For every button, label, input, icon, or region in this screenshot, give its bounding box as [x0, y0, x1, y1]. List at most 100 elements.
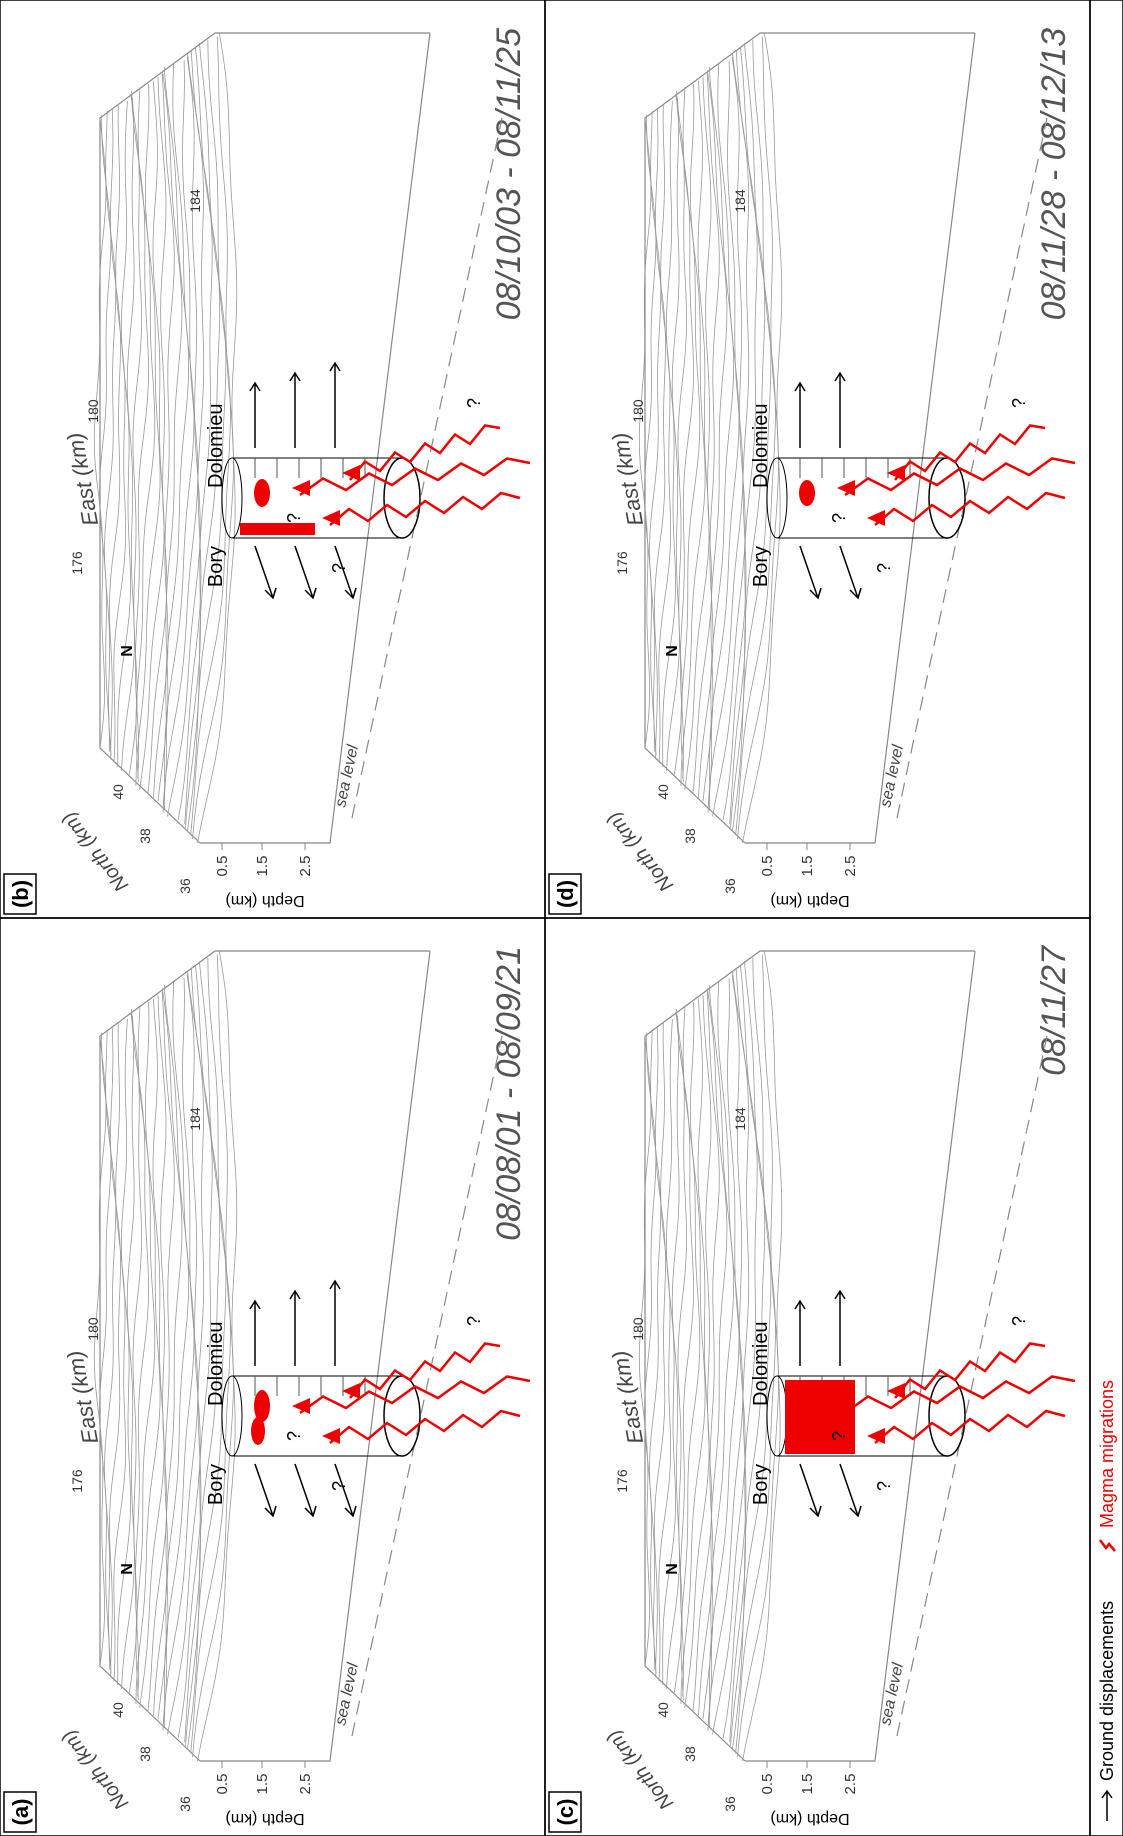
north-tick-label: 36 — [177, 1796, 193, 1812]
contour — [178, 971, 204, 1738]
contour — [677, 1009, 694, 1697]
displacement-arrow — [250, 383, 260, 448]
depth-tick-label: 0.5 — [759, 1774, 776, 1795]
contour — [693, 77, 712, 793]
question-mark: ? — [1009, 398, 1029, 408]
depth-tick-label: 1.5 — [254, 856, 271, 877]
panel-label: (b) — [8, 880, 33, 908]
contour — [132, 1009, 149, 1697]
east-tick-label: 176 — [614, 551, 630, 575]
question-mark: ? — [829, 513, 849, 523]
east-tick-label: 180 — [630, 1317, 646, 1341]
depth-axis-label: Depth (km) — [770, 1810, 849, 1827]
place-bory: Bory — [750, 546, 772, 587]
contour — [693, 995, 712, 1711]
panel-dates: 08/08/01 - 08/09/21 — [490, 946, 528, 1241]
displacement-arrow — [800, 546, 821, 598]
contour — [667, 98, 680, 771]
north-tick-label: 40 — [110, 784, 126, 800]
legend: Ground displacements Magma migrations — [1090, 0, 1123, 1836]
north-tick-label: 40 — [655, 784, 671, 800]
displacement-arrow — [290, 373, 300, 448]
north-axis-label: North (km) — [603, 808, 678, 896]
east-tick-label: 184 — [187, 189, 203, 213]
contour — [667, 1016, 680, 1689]
displacement-arrow — [330, 1281, 340, 1366]
north-tick-label: 38 — [682, 1746, 698, 1762]
displacement-arrow — [330, 363, 340, 448]
legend-magma-label: Magma migrations — [1097, 1380, 1117, 1528]
north-tick-label: 40 — [110, 1702, 126, 1718]
displacement-arrow — [295, 1464, 316, 1516]
east-tick-label: 184 — [732, 189, 748, 213]
contour — [708, 985, 733, 1723]
depth-axis-label: Depth (km) — [770, 892, 849, 909]
displacement-arrow — [840, 546, 861, 598]
contour — [114, 1022, 126, 1681]
contour — [122, 1016, 135, 1689]
displacement-arrow — [835, 373, 845, 448]
depth-tick-label: 2.5 — [297, 1774, 314, 1795]
depth-tick-label: 2.5 — [842, 856, 859, 877]
contour — [122, 98, 135, 771]
sea-level-label: sea level — [332, 743, 362, 809]
north-arrow: N — [119, 1563, 136, 1575]
displacement-arrow — [255, 546, 276, 598]
figure-body: (a) 08/08/01 - 08/09/21 Depth (km) 0.5 1.5 2.… — [0, 0, 1123, 1836]
question-mark: ? — [329, 1481, 349, 1491]
displacement-arrow — [295, 546, 316, 598]
place-bory: Bory — [750, 1464, 772, 1505]
displacement-arrow — [840, 1464, 861, 1516]
place-bory: Bory — [205, 1464, 227, 1505]
legend-ground-label: Ground displacements — [1097, 1601, 1117, 1781]
north-tick-label: 38 — [682, 828, 698, 844]
depth-tick-label: 2.5 — [297, 856, 314, 877]
north-tick-label: 36 — [722, 878, 738, 894]
question-mark: ? — [874, 563, 894, 573]
contour — [723, 53, 749, 820]
panel: (d)08/11/28 - 08/12/13Depth (km)0.51.52.… — [545, 0, 1090, 918]
magma-path — [330, 1411, 520, 1443]
magma-path — [875, 1411, 1065, 1443]
magma-path — [875, 493, 1065, 525]
sea-level-label: sea level — [332, 1661, 362, 1727]
contour — [163, 985, 188, 1723]
north-axis-label: North (km) — [603, 1726, 678, 1814]
north-tick-label: 36 — [722, 1796, 738, 1812]
north-arrow: N — [664, 645, 681, 657]
depth-tick-label: 1.5 — [799, 856, 816, 877]
displacement-arrow — [255, 1464, 276, 1516]
question-mark: ? — [829, 1431, 849, 1441]
legend-border — [1090, 0, 1123, 1836]
question-mark: ? — [464, 1316, 484, 1326]
contour — [178, 53, 204, 820]
magma-path — [300, 459, 530, 496]
contour — [114, 104, 126, 763]
depth-tick-label: 2.5 — [842, 1774, 859, 1795]
east-tick-label: 184 — [732, 1107, 748, 1131]
panel-dates: 08/11/27 — [1035, 945, 1073, 1076]
place-dolomieu: Dolomieu — [205, 404, 227, 488]
magma-body — [785, 1380, 855, 1454]
north-tick-label: 38 — [137, 828, 153, 844]
east-tick-label: 176 — [69, 1469, 85, 1493]
east-tick-label: 180 — [630, 399, 646, 423]
panel-dates: 08/11/28 - 08/12/13 — [1035, 28, 1073, 320]
panel: (c)08/11/27Depth (km)0.51.52.5363840Nort… — [545, 918, 1090, 1836]
block-top-edge — [100, 33, 430, 843]
block-top-edge — [645, 33, 975, 843]
panel-label: (a) — [8, 1799, 33, 1826]
depth-tick-label: 0.5 — [759, 856, 776, 877]
place-dolomieu: Dolomieu — [750, 1322, 772, 1406]
magma-path — [330, 493, 520, 525]
contour — [723, 971, 749, 1738]
panel: (b)08/10/03 - 08/11/25Depth (km)0.51.52.… — [0, 0, 545, 918]
question-mark: ? — [284, 513, 304, 523]
depth-axis-label: Depth (km) — [225, 892, 304, 909]
north-axis-label: North (km) — [58, 808, 133, 896]
sea-level-label: sea level — [877, 743, 907, 809]
block-top-edge — [645, 951, 975, 1761]
contour — [708, 67, 733, 805]
page: (a) 08/08/01 - 08/09/21 Depth (km) 0.5 1.5 2.… — [0, 0, 1123, 1836]
